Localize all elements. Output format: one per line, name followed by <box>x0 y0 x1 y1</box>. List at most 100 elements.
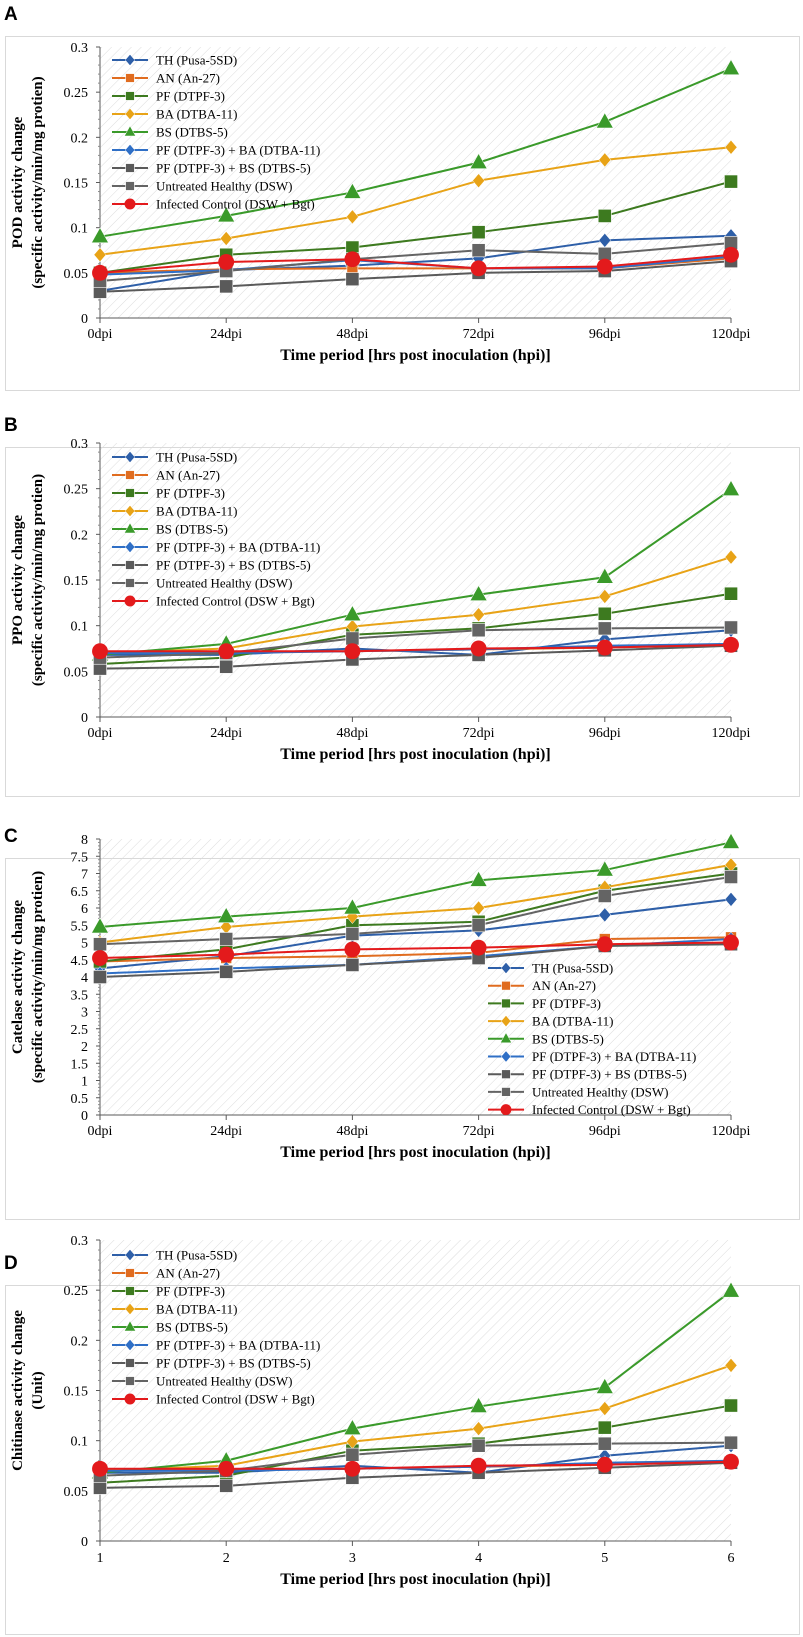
data-point-ic <box>723 636 739 653</box>
data-point-pf <box>724 174 738 189</box>
plot-area-background <box>100 443 731 717</box>
legend-label: AN (An-27) <box>156 468 220 483</box>
legend-swatch-marker <box>501 1087 511 1097</box>
data-point-uh <box>471 623 486 638</box>
panel-d: D 0 0.05 0.1 0.15 0.2 0.25 0.3 1 2 3 4 5 6 Time perio… <box>0 1234 803 1635</box>
data-point-bs <box>722 480 740 496</box>
data-point-pfbs <box>93 970 107 984</box>
x-tick-label: 2 <box>223 1551 230 1566</box>
panel-a: A 0 0.05 0.1 0.15 0.2 0.25 0.3 0dpi 24dpi 48dpi 72… <box>0 0 803 395</box>
x-tick-label: 24dpi <box>210 726 242 741</box>
legend-label: Infected Control (DSW + Bgt) <box>156 594 315 609</box>
series-ba <box>93 139 738 263</box>
series-line-ba <box>99 556 732 655</box>
data-point-bs <box>595 1377 614 1394</box>
series-line-ic <box>99 941 732 960</box>
legend-label: AN (An-27) <box>156 71 220 86</box>
legend-swatch-marker <box>125 470 135 480</box>
x-tick-label: 96dpi <box>589 726 621 741</box>
legend-swatch-marker <box>124 1393 136 1405</box>
y-axis-label: Chitinase activity change <box>10 1310 26 1471</box>
y-tick-label: 0.15 <box>64 574 89 589</box>
legend-swatch-marker <box>124 54 136 66</box>
data-point-bs <box>722 1281 740 1298</box>
legend-swatch-marker <box>125 578 135 588</box>
legend-swatch-marker <box>124 595 136 607</box>
y-tick-label: 3 <box>81 1006 88 1021</box>
legend-label: PF (DTPF-3) + BS (DTBS-5) <box>156 558 311 573</box>
data-point-bs <box>217 206 236 223</box>
x-tick-label: 3 <box>349 1551 356 1566</box>
x-tick-label: 0dpi <box>88 1124 113 1139</box>
data-point-uh <box>471 1438 486 1453</box>
data-point-pf <box>597 209 612 223</box>
series-line-ic <box>100 1460 732 1470</box>
series-line-bs <box>99 841 732 928</box>
series-line-bs <box>99 1290 732 1474</box>
legend-label: BS (DTBS-5) <box>156 1320 228 1335</box>
data-point-ic <box>344 1460 361 1477</box>
y-tick-label: 7.5 <box>71 850 89 865</box>
legend-label: TH (Pusa-5SD) <box>156 53 237 68</box>
series-pf <box>93 174 738 280</box>
legend-label: Untreated Healthy (DSW) <box>156 1374 292 1389</box>
legend-swatch-marker <box>125 560 135 570</box>
x-tick-label: 120dpi <box>712 726 751 741</box>
legend-swatch-marker <box>124 198 136 210</box>
y-tick-label: 0.15 <box>64 177 89 192</box>
data-point-bs <box>343 605 362 621</box>
data-point-uh <box>345 631 360 646</box>
y-tick-label: 0.2 <box>71 528 89 543</box>
x-tick-label: 120dpi <box>712 327 751 342</box>
legend-swatch-marker <box>124 1303 136 1315</box>
data-point-ic <box>596 1456 613 1473</box>
data-point-pf <box>597 1420 612 1435</box>
y-tick-label: 1.5 <box>71 1057 89 1072</box>
data-point-bs <box>343 898 362 915</box>
y-axis-sublabel: (Unit) <box>30 1371 46 1409</box>
y-tick-label: 0 <box>81 312 88 327</box>
data-point-ba <box>93 247 107 263</box>
y-axis-label: PPO activity change <box>10 515 26 645</box>
x-tick-label: 0dpi <box>88 327 113 342</box>
legend-swatch-marker <box>125 163 135 173</box>
data-point-ic <box>470 1457 487 1474</box>
y-tick-label: 0.1 <box>71 1435 89 1450</box>
data-point-uh <box>724 870 738 884</box>
x-tick-label: 72dpi <box>463 1124 495 1139</box>
legend-label: Infected Control (DSW + Bgt) <box>156 1392 315 1407</box>
legend-label: AN (An-27) <box>156 1266 220 1281</box>
data-point-uh <box>93 937 107 952</box>
data-point-ic <box>723 1453 739 1470</box>
legend-swatch-marker <box>125 1376 135 1386</box>
legend-label: Untreated Healthy (DSW) <box>532 1084 668 1099</box>
legend-swatch-marker <box>501 1069 511 1079</box>
x-tick-label: 48dpi <box>336 327 368 342</box>
y-tick-label: 6.5 <box>71 885 89 900</box>
y-tick-label: 0.1 <box>71 620 89 635</box>
legend-label: BS (DTBS-5) <box>156 125 228 140</box>
data-point-bs <box>595 567 614 584</box>
data-point-uh <box>597 889 612 903</box>
data-point-pf <box>597 606 612 621</box>
x-tick-label: 24dpi <box>210 1124 242 1139</box>
series-line-bs <box>99 488 732 656</box>
data-point-bs <box>343 1419 362 1435</box>
data-point-ba <box>472 900 485 916</box>
data-point-pf <box>724 1398 738 1413</box>
data-point-bs <box>469 870 488 887</box>
data-point-ic <box>470 640 487 657</box>
y-tick-label: 0.2 <box>71 131 89 146</box>
legend-swatch-marker <box>124 451 136 463</box>
data-point-ic <box>723 246 739 263</box>
panel-letter-a: A <box>4 4 18 25</box>
legend-swatch-marker <box>123 522 137 534</box>
legend-label: Infected Control (DSW + Bgt) <box>532 1102 691 1117</box>
data-point-ba <box>219 231 233 246</box>
legend-swatch-marker <box>124 541 136 553</box>
y-tick-label: 0.05 <box>64 1485 89 1500</box>
series-line-uh <box>99 626 732 659</box>
series-line-pf <box>99 1404 732 1484</box>
legend-swatch-marker <box>500 962 512 974</box>
panel-letter-b: B <box>4 415 18 436</box>
